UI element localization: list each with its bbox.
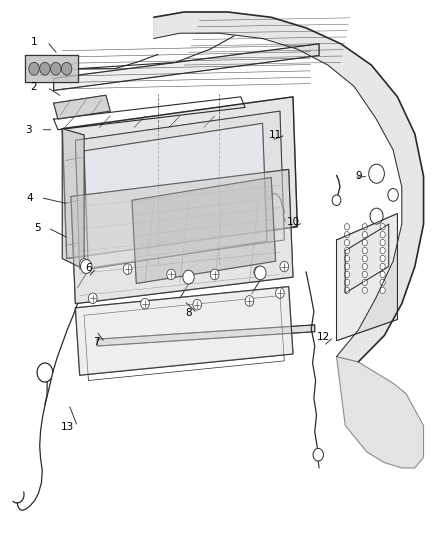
Text: 2: 2 [31, 82, 37, 92]
Circle shape [362, 223, 367, 230]
Circle shape [362, 247, 367, 254]
Circle shape [380, 231, 385, 238]
Circle shape [380, 263, 385, 270]
Circle shape [167, 269, 176, 280]
Circle shape [344, 231, 350, 238]
Circle shape [380, 279, 385, 286]
Circle shape [344, 287, 350, 294]
Circle shape [276, 288, 284, 298]
Circle shape [344, 223, 350, 230]
Circle shape [344, 263, 350, 270]
Circle shape [344, 279, 350, 286]
Text: 10: 10 [286, 217, 300, 228]
Polygon shape [97, 325, 315, 346]
Circle shape [50, 62, 61, 75]
Polygon shape [25, 55, 78, 82]
Circle shape [388, 189, 398, 201]
Text: 12: 12 [317, 332, 330, 342]
Text: 11: 11 [269, 130, 282, 140]
Circle shape [123, 264, 132, 274]
Circle shape [380, 247, 385, 254]
Circle shape [344, 239, 350, 246]
Circle shape [362, 239, 367, 246]
Circle shape [380, 287, 385, 294]
Circle shape [362, 287, 367, 294]
Polygon shape [84, 123, 267, 269]
Circle shape [362, 271, 367, 278]
Polygon shape [71, 169, 293, 304]
Circle shape [362, 255, 367, 262]
Circle shape [81, 260, 92, 273]
Text: 6: 6 [85, 263, 92, 273]
Circle shape [61, 62, 72, 75]
Circle shape [380, 271, 385, 278]
Circle shape [362, 263, 367, 270]
Circle shape [80, 259, 88, 269]
Polygon shape [336, 357, 424, 468]
Polygon shape [345, 224, 389, 293]
Circle shape [362, 231, 367, 238]
Polygon shape [75, 111, 284, 269]
Polygon shape [62, 97, 297, 259]
Text: 9: 9 [355, 172, 362, 181]
Text: 4: 4 [26, 192, 33, 203]
Polygon shape [154, 12, 424, 362]
Circle shape [210, 269, 219, 280]
Circle shape [254, 266, 262, 277]
Circle shape [344, 247, 350, 254]
Circle shape [332, 195, 341, 206]
Circle shape [313, 448, 323, 461]
Circle shape [362, 279, 367, 286]
Polygon shape [53, 95, 110, 119]
Text: 8: 8 [185, 308, 192, 318]
Circle shape [369, 164, 385, 183]
Circle shape [29, 62, 39, 75]
Polygon shape [132, 177, 276, 284]
Polygon shape [62, 128, 84, 269]
Text: 1: 1 [31, 37, 37, 47]
Circle shape [380, 239, 385, 246]
Text: 7: 7 [93, 337, 99, 348]
Text: 13: 13 [61, 422, 74, 432]
Polygon shape [336, 214, 397, 341]
Circle shape [344, 255, 350, 262]
Circle shape [344, 271, 350, 278]
Text: 5: 5 [34, 223, 40, 233]
Circle shape [88, 293, 97, 304]
Circle shape [380, 255, 385, 262]
Circle shape [141, 298, 149, 309]
Circle shape [280, 261, 289, 272]
Circle shape [370, 208, 383, 224]
Circle shape [40, 62, 50, 75]
Circle shape [254, 266, 266, 280]
Polygon shape [53, 44, 319, 91]
Circle shape [380, 223, 385, 230]
Circle shape [183, 270, 194, 284]
Polygon shape [75, 287, 293, 375]
Circle shape [245, 296, 254, 306]
Circle shape [193, 300, 201, 310]
Text: 3: 3 [25, 125, 32, 135]
